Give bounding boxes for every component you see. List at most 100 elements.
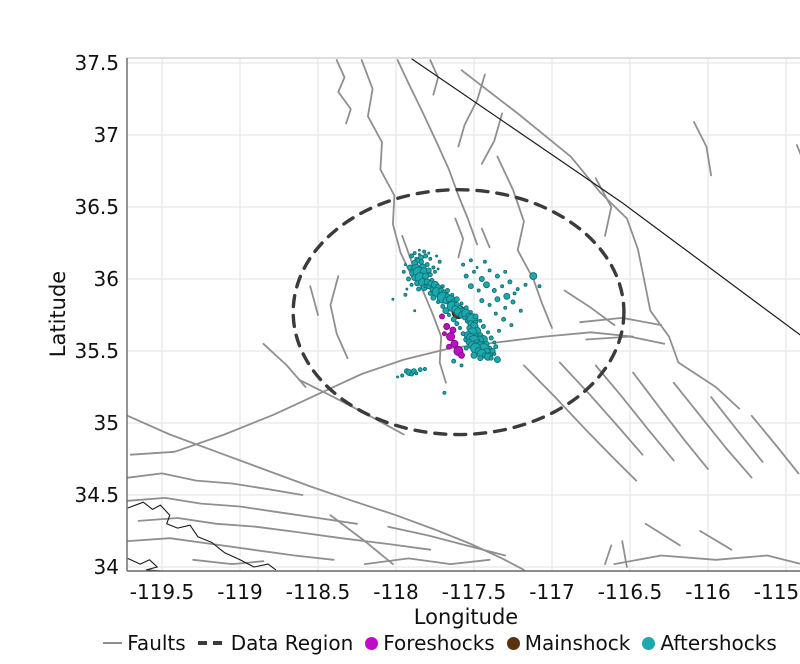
aftershocks-point <box>418 254 424 261</box>
legend-label-foreshocks: Foreshocks <box>383 631 495 655</box>
aftershocks-point <box>468 258 473 263</box>
state-boundary-line <box>411 58 800 336</box>
aftershocks-point <box>472 269 476 274</box>
aftershocks-point <box>445 288 450 293</box>
aftershocks-point <box>494 296 501 303</box>
fault-line <box>387 525 507 557</box>
aftershocks-point <box>409 253 415 259</box>
aftershocks-point <box>497 328 501 333</box>
aftershocks-point <box>391 297 395 301</box>
plot-border <box>126 57 800 572</box>
map-layers <box>127 58 800 571</box>
fault-line <box>563 289 616 327</box>
y-tick-label: 36 <box>94 267 119 291</box>
legend-label-aftershocks: Aftershocks <box>660 631 777 655</box>
y-tick-label: 37.5 <box>74 51 119 75</box>
aftershocks-point <box>503 292 511 300</box>
fault-line <box>127 472 304 496</box>
aftershocks-point <box>401 269 406 274</box>
aftershocks-point <box>458 326 462 330</box>
fault-line <box>137 517 432 551</box>
aftershocks-point <box>430 294 437 301</box>
aftershocks-point <box>427 290 433 296</box>
aftershocks-point <box>491 288 497 293</box>
foreshocks-point <box>449 326 457 334</box>
aftershocks-point <box>440 284 445 289</box>
aftershocks-point <box>442 390 447 395</box>
aftershocks-point <box>487 302 492 307</box>
coastline-layer <box>127 501 277 571</box>
fault-line <box>480 227 491 249</box>
fault-line <box>644 522 681 547</box>
aftershocks-point <box>435 254 439 258</box>
earthquake-points-layer <box>391 248 542 395</box>
aftershocks-point <box>405 287 409 291</box>
aftershocks-point <box>510 299 516 305</box>
aftershocks-point <box>537 284 542 289</box>
aftershocks-point <box>488 335 494 341</box>
aftershocks-point <box>451 358 457 364</box>
y-tick-label: 37 <box>94 123 119 147</box>
aftershocks-point <box>423 284 428 289</box>
fault-line <box>613 554 800 565</box>
aftershocks-point <box>479 298 485 304</box>
aftershocks-point <box>425 267 432 274</box>
aftershocks-point <box>493 356 501 364</box>
legend-label-data-region: Data Region <box>230 631 354 655</box>
legend-marker-aftershocks <box>642 636 656 650</box>
legend-item-faults: Faults <box>103 630 186 656</box>
x-tick-label: -115.5 <box>754 580 800 604</box>
fault-line <box>309 285 319 316</box>
fault-line <box>496 155 553 329</box>
aftershocks-point <box>486 330 490 335</box>
x-tick-label: -119 <box>217 580 262 604</box>
fault-line <box>693 121 712 177</box>
aftershocks-point <box>478 276 485 282</box>
aftershocks-point <box>461 262 466 267</box>
fault-line <box>750 414 800 475</box>
aftershocks-point <box>413 309 417 313</box>
coastline <box>127 501 277 571</box>
fault-line <box>329 275 349 360</box>
faults-layer <box>127 59 800 571</box>
aftershocks-point <box>477 355 484 362</box>
legend-marker-mainshock <box>506 636 520 650</box>
aftershocks-point <box>396 375 400 379</box>
aftershocks-point <box>412 251 417 256</box>
aftershocks-point <box>427 272 433 278</box>
aftershocks-point <box>450 316 457 323</box>
aftershocks-point <box>422 367 427 371</box>
aftershocks-point <box>423 253 429 259</box>
aftershocks-point <box>416 286 422 292</box>
fault-line <box>672 381 753 479</box>
legend-marker-foreshocks <box>365 636 379 650</box>
aftershocks-point <box>509 323 514 328</box>
aftershocks-point <box>493 311 498 316</box>
legend-item-data-region: Data Region <box>197 630 354 656</box>
fault-line <box>335 59 352 125</box>
aftershocks-point <box>467 283 474 290</box>
foreshocks-point <box>446 343 452 350</box>
fault-line <box>329 514 394 565</box>
legend-item-foreshocks: Foreshocks <box>365 630 495 656</box>
aftershocks-point <box>427 251 431 255</box>
aftershocks-point <box>433 269 437 274</box>
fault-line <box>604 544 613 565</box>
aftershocks-point <box>414 371 419 376</box>
x-tick-label: -116.5 <box>598 580 662 604</box>
aftershocks-point <box>492 340 497 345</box>
aftershocks-point <box>500 284 505 289</box>
aftershocks-point <box>515 287 520 292</box>
foreshocks-point <box>450 339 459 348</box>
foreshocks-points <box>439 313 465 359</box>
fault-line <box>522 364 638 482</box>
aftershocks-points <box>391 248 542 395</box>
map-plot: -119.5 -119 -118.5 -118 -117.5 -117 -116.5 -116… <box>46 51 800 629</box>
x-tick-label: -119.5 <box>130 580 194 604</box>
aftershocks-point <box>403 263 407 267</box>
foreshocks-point <box>441 331 447 337</box>
fault-line <box>129 331 634 456</box>
legend-label-mainshock: Mainshock <box>524 631 631 655</box>
y-tick-label: 34 <box>94 555 119 579</box>
fault-line <box>192 558 265 565</box>
